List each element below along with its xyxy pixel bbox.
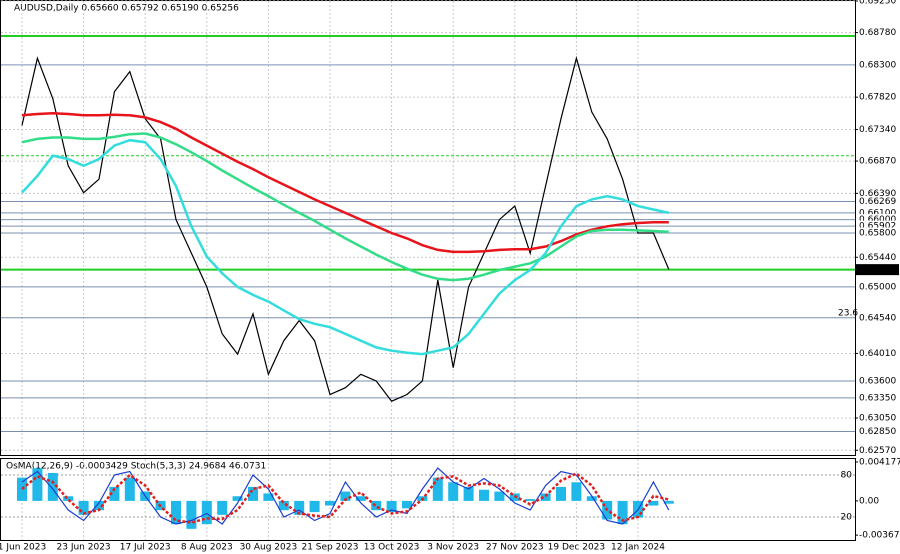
histogram-bar <box>648 500 659 506</box>
level-label: 0.65902 <box>859 222 896 232</box>
histogram-bar <box>109 486 120 501</box>
x-tick-label: 30 Aug 2023 <box>240 543 298 553</box>
level-label: 0.66000 <box>859 215 896 225</box>
level-label-bg <box>856 220 899 232</box>
series-line <box>21 472 670 524</box>
y-tick-label: 0.68780 <box>859 28 896 38</box>
histogram-bar <box>571 482 582 501</box>
level-label-bg <box>856 195 899 207</box>
histogram-bar <box>325 500 335 506</box>
x-tick-label: 19 Dec 2023 <box>548 543 606 553</box>
y-tick-label: 0.67820 <box>859 93 896 103</box>
histogram-bar <box>78 500 89 515</box>
y-tick-label: 0.63050 <box>859 414 896 424</box>
level-label-bg <box>856 281 899 293</box>
level-label-bg <box>856 59 899 71</box>
level-label: 0.66269 <box>859 197 896 207</box>
y-tick-label: 0.0041779 <box>859 457 900 467</box>
level-label-bg <box>856 214 899 226</box>
histogram-bar <box>355 496 366 501</box>
level-label: 0.64540 <box>859 313 896 323</box>
histogram-bar <box>248 486 258 501</box>
y-tick-label: 0.66390 <box>859 189 896 199</box>
x-tick-label: 13 Oct 2023 <box>364 543 420 553</box>
level-label: 0.65000 <box>859 282 896 292</box>
series-line <box>21 467 670 525</box>
histogram-bar <box>186 500 197 529</box>
x-tick-label: 27 Nov 2023 <box>486 543 544 553</box>
histogram-bar <box>94 500 104 511</box>
x-tick-label: 8 Aug 2023 <box>181 543 233 553</box>
level-label: 0.63350 <box>859 393 896 403</box>
y2-tick-label: 80 <box>841 471 853 481</box>
histogram-bar <box>47 472 58 501</box>
level-label-bg <box>856 425 899 437</box>
level-label-bg <box>856 207 899 219</box>
histogram-bar <box>479 489 489 501</box>
y-tick-label: 0.66870 <box>859 157 896 167</box>
x-tick-label: 12 Jan 2024 <box>611 543 665 553</box>
level-label-bg <box>856 392 899 404</box>
y-tick-label: 0.64010 <box>859 349 896 359</box>
histogram-bar <box>663 500 674 504</box>
histogram-bar <box>402 500 412 509</box>
chart-title: AUDUSD,Daily 0.65660 0.65792 0.65190 0.6… <box>14 4 239 14</box>
histogram-bar <box>386 500 397 513</box>
histogram-bar <box>263 493 274 501</box>
level-label: 0.62850 <box>859 427 896 437</box>
x-tick-label: 23 Jun 2023 <box>57 543 111 553</box>
histogram-bar <box>463 486 474 501</box>
series-line <box>21 112 669 254</box>
level-label-bg <box>856 227 899 239</box>
histogram-bar <box>525 499 536 501</box>
histogram-bar <box>63 496 74 501</box>
y-tick-label: 0.62570 <box>859 446 896 456</box>
histogram-bar <box>201 500 212 525</box>
x-tick-label: 21 Sep 2023 <box>301 543 358 553</box>
histogram-bar <box>617 500 628 525</box>
histogram-bar <box>309 500 320 513</box>
price-panel <box>0 0 856 456</box>
histogram-bar <box>278 500 289 511</box>
histogram-bar <box>448 482 459 501</box>
histogram-bar <box>494 491 505 501</box>
histogram-bar <box>232 496 243 501</box>
level-label: 0.68300 <box>859 60 896 70</box>
histogram-bar <box>32 468 43 501</box>
series-line <box>21 138 670 356</box>
histogram-bar <box>540 493 551 501</box>
annotation: 23.6 <box>838 308 858 318</box>
histogram-bar <box>124 477 135 501</box>
level-label: 0.65256 <box>859 265 896 275</box>
y-tick-label: 0.00 <box>859 496 879 506</box>
histogram-bar <box>217 500 228 515</box>
indicator-title: OsMA(12,26,9) -0.0003429 Stoch(5,3,3) 24… <box>6 462 266 472</box>
level-label: 0.63600 <box>859 377 896 387</box>
histogram-bar <box>556 486 566 501</box>
histogram-bar <box>586 496 597 501</box>
histogram-bar <box>340 491 351 501</box>
histogram-bar <box>17 477 27 501</box>
y-tick-label: 0.65440 <box>859 253 896 263</box>
x-tick-label: 3 Nov 2023 <box>427 543 479 553</box>
series-line <box>21 132 669 282</box>
histogram-bar <box>294 500 305 515</box>
level-label: 0.65800 <box>859 229 896 239</box>
y-tick-label: 0.69250 <box>859 0 896 7</box>
x-tick-label: 17 Jul 2023 <box>120 543 171 553</box>
x-tick-label: 1 Jun 2023 <box>0 543 46 553</box>
histogram-bar <box>171 500 181 525</box>
y-tick-label: 0.67340 <box>859 125 896 135</box>
level-label-bg <box>856 312 899 324</box>
histogram-bar <box>371 500 382 511</box>
level-label: 0.66100 <box>859 208 896 218</box>
level-label-bg <box>856 375 899 387</box>
level-label-bg <box>856 264 899 276</box>
histogram-bar <box>432 477 443 501</box>
series-line <box>21 55 670 402</box>
y2-tick-label: 20 <box>841 513 853 523</box>
